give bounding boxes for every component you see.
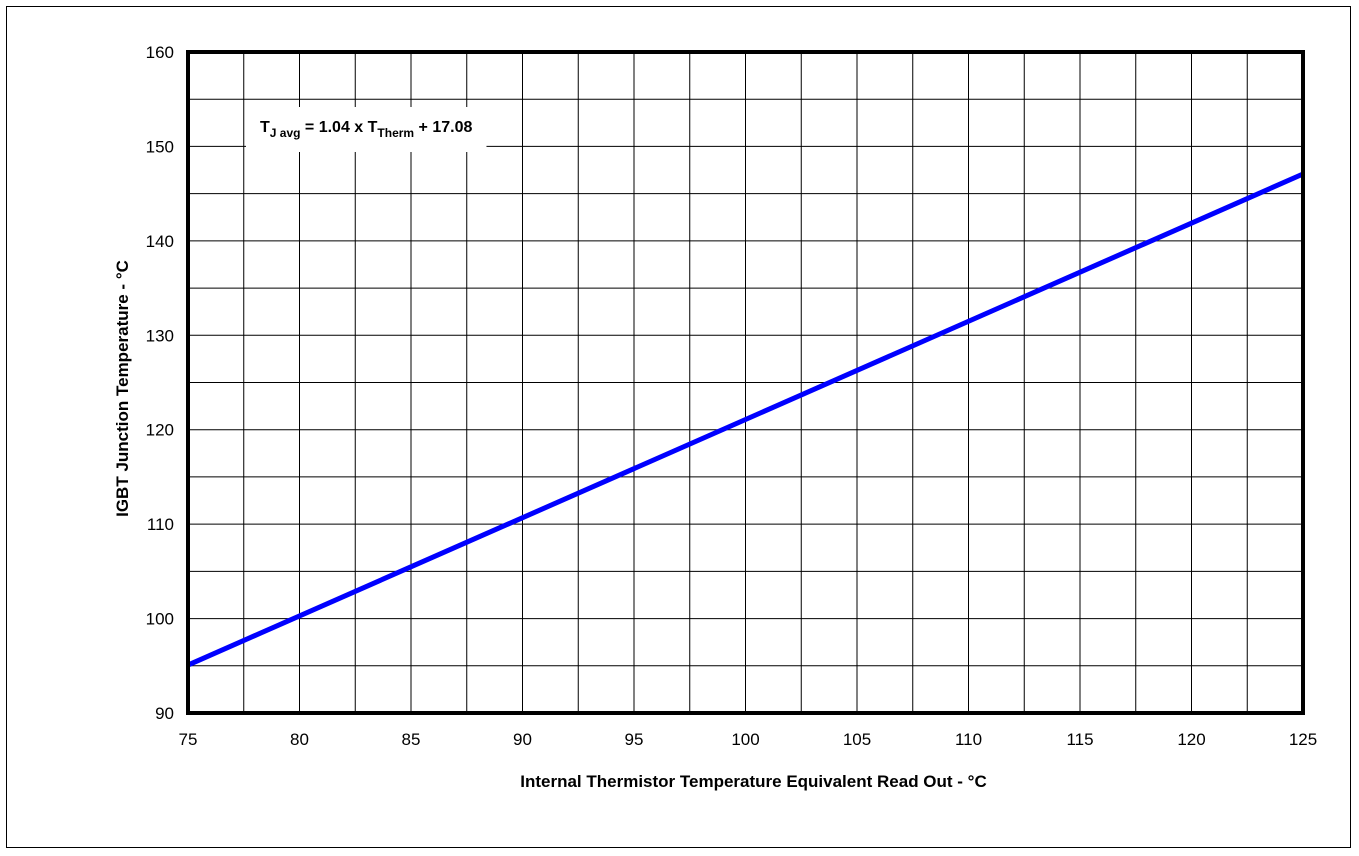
x-tick-label: 110 <box>955 730 982 749</box>
tick-labels: 75 80 85 90 95 100 105 110 115 120 125 90 100 110 120 1… <box>146 43 1318 749</box>
equation-background <box>246 107 487 152</box>
x-tick-label: 125 <box>1289 730 1317 749</box>
x-tick-label: 85 <box>402 730 421 749</box>
equation-part: J avg <box>270 126 301 140</box>
y-tick-label: 160 <box>146 43 174 62</box>
equation-part: = 1.04 x T <box>300 119 377 136</box>
equation-part: Therm <box>377 126 414 140</box>
y-tick-label: 140 <box>146 232 174 251</box>
series-layer <box>186 171 1305 668</box>
plot-area-border <box>186 50 1305 715</box>
x-tick-label: 115 <box>1066 730 1093 749</box>
x-tick-label: 120 <box>1177 730 1205 749</box>
y-tick-label: 100 <box>146 610 174 629</box>
y-tick-label: 90 <box>155 704 174 723</box>
x-tick-label: 75 <box>179 730 198 749</box>
x-tick-label: 105 <box>843 730 871 749</box>
x-axis-title: Internal Thermistor Temperature Equivale… <box>520 772 987 791</box>
chart-frame <box>6 6 1351 848</box>
equation-part: + 17.08 <box>414 119 472 136</box>
y-tick-label: 110 <box>147 515 174 534</box>
equation-annotation: TJ avg = 1.04 x TTherm + 17.08 <box>260 119 472 140</box>
equation-part: T <box>260 119 270 136</box>
x-tick-label: 100 <box>731 730 759 749</box>
y-axis-title: IGBT Junction Temperature - °C <box>113 260 132 517</box>
y-tick-label: 150 <box>146 137 174 156</box>
y-tick-label: 120 <box>146 421 174 440</box>
x-tick-label: 95 <box>625 730 644 749</box>
x-tick-label: 80 <box>290 730 309 749</box>
series-line-0 <box>186 171 1305 668</box>
x-tick-label: 90 <box>513 730 532 749</box>
y-tick-label: 130 <box>146 326 174 345</box>
